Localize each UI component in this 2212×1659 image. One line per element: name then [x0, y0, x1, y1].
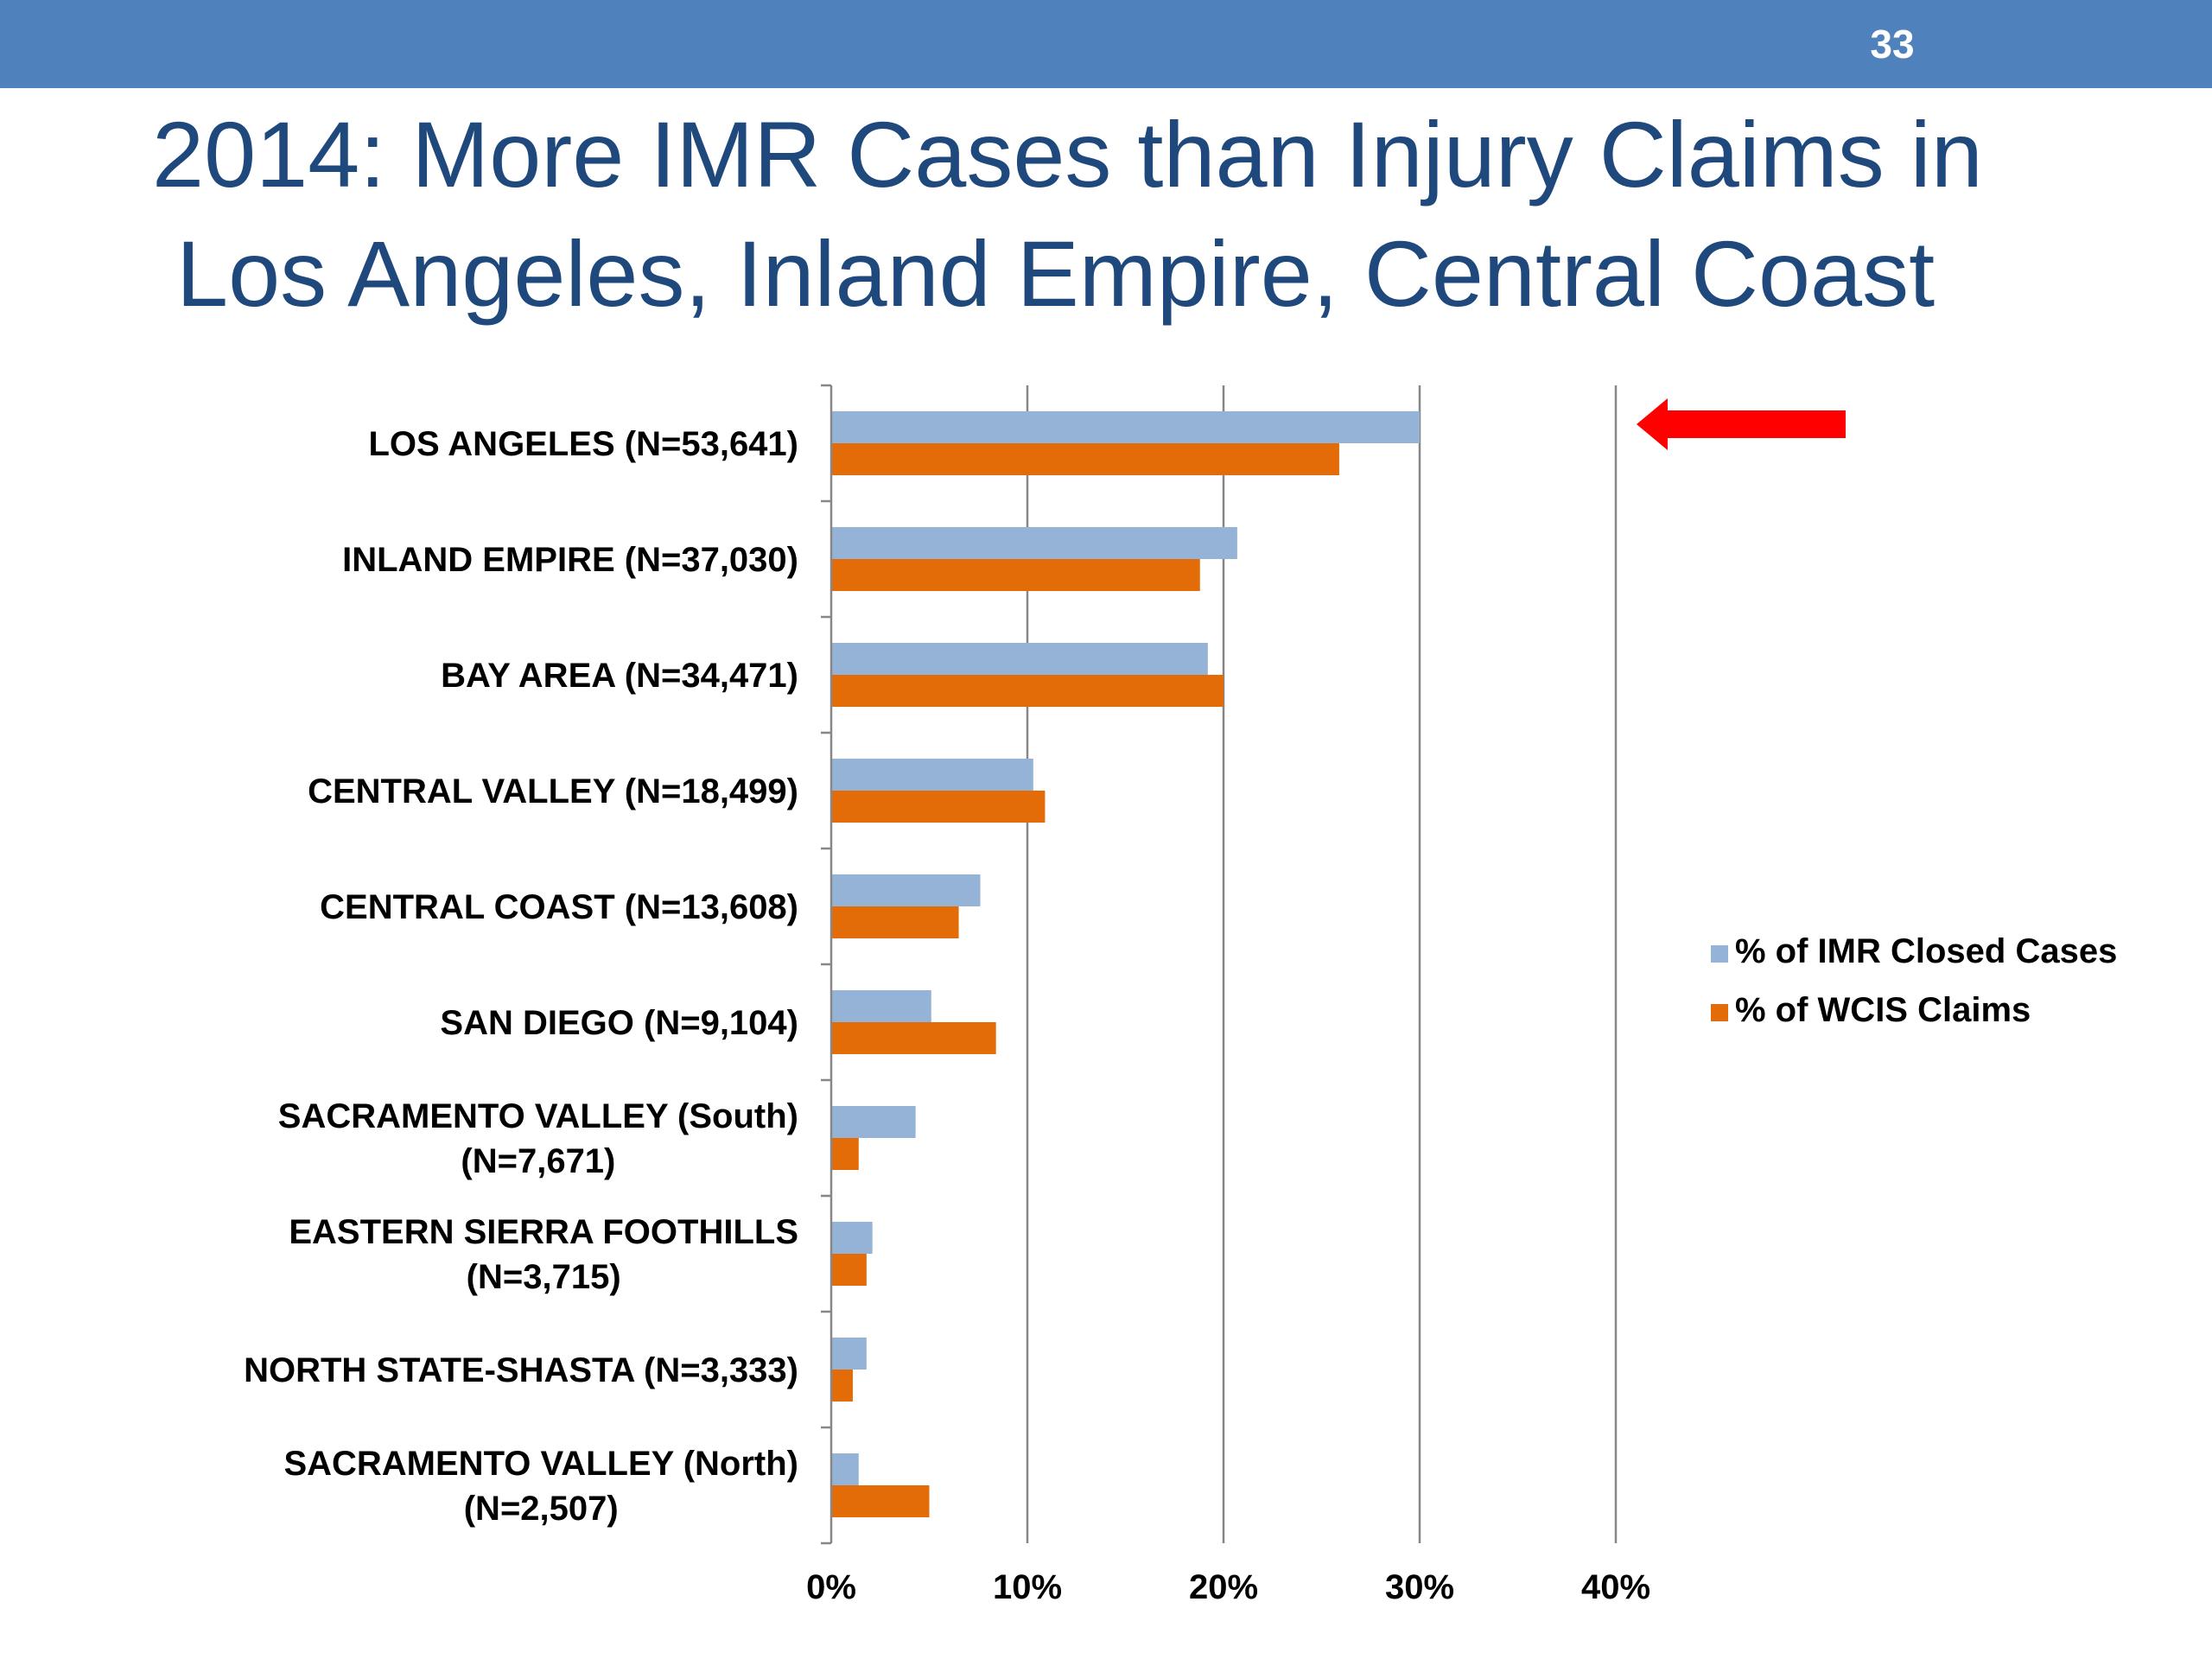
bar-wcis-5: [831, 1022, 996, 1054]
bar-wcis-8: [831, 1370, 853, 1402]
category-label-line: SACRAMENTO VALLEY (South): [278, 1097, 798, 1135]
bar-imr-5: [831, 990, 931, 1022]
bar-wcis-2: [831, 675, 1224, 707]
category-label-line: CENTRAL COAST (N=13,608): [320, 888, 798, 926]
bar-wcis-3: [831, 791, 1046, 823]
legend-label-1: % of WCIS Claims: [1735, 991, 2031, 1029]
header-bar: [0, 0, 2212, 88]
bar-wcis-1: [831, 559, 1200, 591]
slide-title-line-2: Los Angeles, Inland Empire, Central Coas…: [176, 221, 1936, 326]
category-label-9-line-2: (N=2,507): [464, 1490, 619, 1528]
bar-chart: LOS ANGELES (N=53,641) INLAND EMPIRE (N=3…: [244, 384, 2117, 1606]
slide-number: 33: [1870, 22, 1915, 67]
category-label-1: INLAND EMPIRE (N=37,030): [342, 541, 798, 579]
x-tick-label-0: 0%: [806, 1568, 856, 1606]
x-tick-label-10: 10%: [993, 1568, 1062, 1606]
category-label-line: NORTH STATE-SHASTA (N=3,333): [244, 1351, 798, 1389]
category-label-6-line-2: (N=7,671): [461, 1142, 615, 1180]
x-tick-label-40: 40%: [1581, 1568, 1650, 1606]
bar-imr-4: [831, 874, 981, 906]
bar-imr-9: [831, 1453, 859, 1485]
category-label-line: INLAND EMPIRE (N=37,030): [342, 541, 798, 579]
x-tick-label-20: 20%: [1189, 1568, 1258, 1606]
bar-imr-8: [831, 1338, 867, 1370]
category-label-7-line-2: (N=3,715): [467, 1258, 621, 1296]
category-label-9: SACRAMENTO VALLEY (North): [283, 1445, 798, 1483]
category-label-4: CENTRAL COAST (N=13,608): [320, 888, 798, 926]
legend-swatch-1: [1711, 1004, 1728, 1021]
left-arrow-icon: [1637, 398, 1846, 450]
bar-wcis-6: [831, 1138, 859, 1170]
category-label-line: EASTERN SIERRA FOOTHILLS: [289, 1213, 798, 1251]
bar-imr-7: [831, 1222, 873, 1254]
slide-title-line-1: 2014: More IMR Cases than Injury Claims …: [152, 102, 1983, 207]
bar-wcis-9: [831, 1485, 930, 1517]
category-label-2: BAY AREA (N=34,471): [441, 657, 798, 695]
bar-wcis-0: [831, 443, 1339, 475]
category-label-7: EASTERN SIERRA FOOTHILLS: [289, 1213, 798, 1251]
category-label-3: CENTRAL VALLEY (N=18,499): [308, 772, 798, 810]
legend-label-0: % of IMR Closed Cases: [1735, 932, 2117, 970]
bar-wcis-4: [831, 906, 959, 938]
category-label-8: NORTH STATE-SHASTA (N=3,333): [244, 1351, 798, 1389]
bar-imr-3: [831, 759, 1033, 791]
bar-imr-6: [831, 1106, 916, 1138]
category-label-6: SACRAMENTO VALLEY (South): [278, 1097, 798, 1135]
bar-imr-1: [831, 527, 1237, 559]
category-label-line: SACRAMENTO VALLEY (North): [283, 1445, 798, 1483]
category-label-line: BAY AREA (N=34,471): [441, 657, 798, 695]
category-label-line: LOS ANGELES (N=53,641): [368, 425, 798, 463]
category-label-line: SAN DIEGO (N=9,104): [440, 1004, 798, 1042]
legend-swatch-0: [1711, 945, 1728, 963]
x-tick-label-30: 30%: [1385, 1568, 1454, 1606]
category-label-0: LOS ANGELES (N=53,641): [368, 425, 798, 463]
category-label-5: SAN DIEGO (N=9,104): [440, 1004, 798, 1042]
bar-imr-0: [831, 411, 1420, 443]
bar-wcis-7: [831, 1254, 867, 1286]
bar-imr-2: [831, 643, 1208, 675]
category-label-line: CENTRAL VALLEY (N=18,499): [308, 772, 798, 810]
